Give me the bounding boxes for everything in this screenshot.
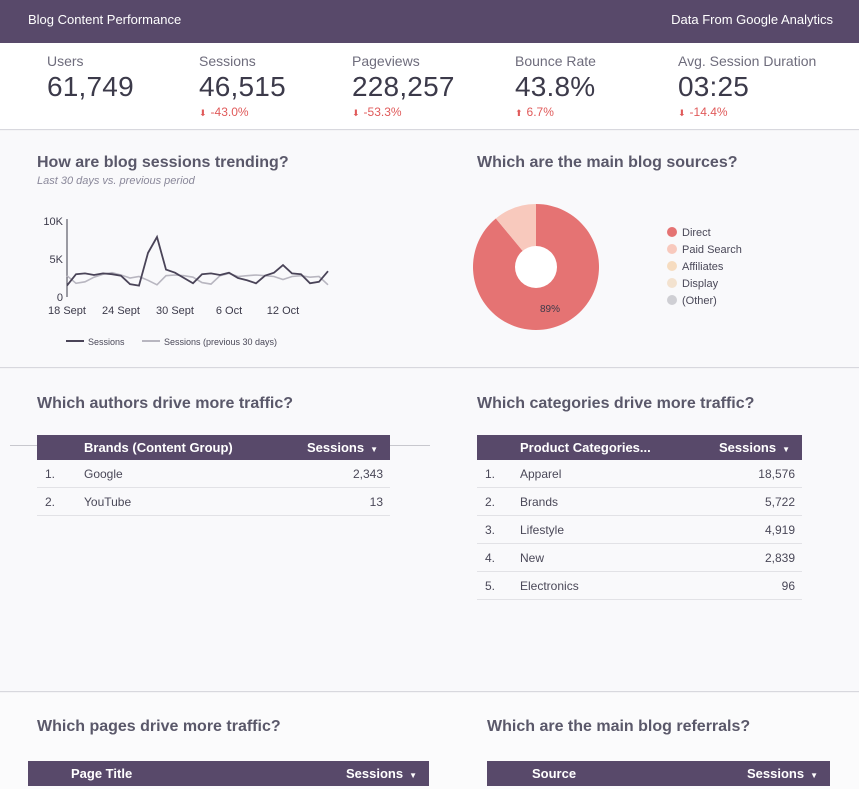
legend-direct: Direct <box>667 227 711 239</box>
x-tick-label: 6 Oct <box>216 305 242 316</box>
table-header: Page Title Sessions ▼ <box>28 761 429 786</box>
report-title: Blog Content Performance <box>28 12 182 27</box>
legend-swatch <box>66 340 84 342</box>
trend-chart-subtitle: Last 30 days vs. previous period <box>37 175 195 187</box>
legend-dot <box>667 227 677 237</box>
referrals-table-title: Which are the main blog referrals? <box>487 718 751 735</box>
legend-dot <box>667 278 677 288</box>
y-tick-label: 10K <box>43 216 63 228</box>
categories-table: Product Categories... Sessions ▼ 1. Appar… <box>477 435 802 600</box>
table-row[interactable]: 1. Apparel 18,576 <box>477 460 802 488</box>
kpi-label: Bounce Rate <box>515 53 596 69</box>
sessions-trend-chart[interactable]: 0 5K 10K 18 Sept 24 Sept 30 Sept 6 Oct 12 Oct <box>30 211 340 316</box>
trend-chart-title: How are blog sessions trending? <box>37 154 289 171</box>
column-header-sessions[interactable]: Sessions ▼ <box>746 766 818 781</box>
table-row[interactable]: 3. Lifestyle 4,919 <box>477 516 802 544</box>
column-header-product-categories[interactable]: Product Categories... <box>520 440 651 455</box>
kpi-pageviews[interactable]: Pageviews 228,257 ⬇ -53.3% <box>352 53 455 119</box>
legend-dot <box>667 261 677 271</box>
table-header: Source Sessions ▼ <box>487 761 830 786</box>
pages-table-title: Which pages drive more traffic? <box>37 718 281 735</box>
legend-affiliates: Affiliates <box>667 261 723 273</box>
kpi-value: 61,749 <box>47 71 134 102</box>
authors-table-title: Which authors drive more traffic? <box>37 395 294 412</box>
table-row[interactable]: 1. Google 2,343 <box>37 460 390 488</box>
sources-donut-chart[interactable]: 89% <box>470 203 602 335</box>
column-header-source[interactable]: Source <box>532 766 577 781</box>
table-row[interactable]: 4. New 2,839 <box>477 544 802 572</box>
kpi-bounce-rate[interactable]: Bounce Rate 43.8% ⬆ 6.7% <box>515 53 596 119</box>
arrow-down-icon: ⬇ <box>352 108 360 118</box>
kpi-label: Sessions <box>199 53 256 69</box>
pages-referrals-section: Which pages drive more traffic? Page Tit… <box>0 693 859 789</box>
legend-swatch <box>142 340 160 342</box>
dashboard-header: Blog Content Performance Data From Googl… <box>0 0 859 43</box>
kpi-delta: ⬇ -53.3% <box>352 105 402 119</box>
table-row[interactable]: 2. YouTube 13 <box>37 488 390 516</box>
legend-display: Display <box>667 278 718 290</box>
legend-paid-search: Paid Search <box>667 244 742 256</box>
y-tick-label: 0 <box>57 292 63 304</box>
categories-table-title: Which categories drive more traffic? <box>477 395 755 412</box>
x-tick-label: 24 Sept <box>102 305 140 316</box>
data-source-label: Data From Google Analytics <box>671 12 833 27</box>
arrow-down-icon: ⬇ <box>199 108 207 118</box>
kpi-delta: ⬇ -43.0% <box>199 105 249 119</box>
kpi-value: 43.8% <box>515 71 596 102</box>
kpi-label: Avg. Session Duration <box>678 53 817 69</box>
kpi-value: 03:25 <box>678 71 750 102</box>
x-tick-label: 12 Oct <box>267 305 299 316</box>
sort-desc-icon: ▼ <box>409 771 417 780</box>
donut-slice-label: 89% <box>540 304 560 315</box>
kpi-label: Users <box>47 53 84 69</box>
authors-table: Brands (Content Group) Sessions ▼ 1. Goog… <box>37 435 390 516</box>
legend-other: (Other) <box>667 295 717 307</box>
sort-desc-icon: ▼ <box>782 445 790 454</box>
x-tick-label: 18 Sept <box>48 305 86 316</box>
kpi-avg-session-duration[interactable]: Avg. Session Duration 03:25 ⬇ -14.4% <box>678 53 816 119</box>
column-header-brands[interactable]: Brands (Content Group) <box>84 440 233 455</box>
legend-dot <box>667 295 677 305</box>
table-row[interactable]: 2. Brands 5,722 <box>477 488 802 516</box>
sort-desc-icon: ▼ <box>810 771 818 780</box>
legend-sessions-previous: Sessions (previous 30 days) <box>142 337 277 347</box>
y-tick-label: 5K <box>50 254 64 266</box>
column-header-sessions[interactable]: Sessions ▼ <box>718 440 790 455</box>
kpi-scorecards: Users 61,749 Sessions 46,515 ⬇ -43.0% Pag… <box>0 43 859 130</box>
arrow-up-icon: ⬆ <box>515 108 523 118</box>
pages-table: Page Title Sessions ▼ <box>28 761 429 786</box>
column-header-sessions[interactable]: Sessions ▼ <box>306 440 378 455</box>
legend-sessions: Sessions <box>66 337 125 347</box>
sessions-series-line <box>66 234 329 287</box>
kpi-value: 228,257 <box>352 71 455 102</box>
traffic-overview-section: How are blog sessions trending? Last 30 … <box>0 131 859 368</box>
sources-chart-title: Which are the main blog sources? <box>477 154 738 171</box>
kpi-users[interactable]: Users 61,749 <box>47 53 134 103</box>
legend-dot <box>667 244 677 254</box>
column-header-sessions[interactable]: Sessions ▼ <box>345 766 417 781</box>
referrals-table: Source Sessions ▼ <box>487 761 830 786</box>
arrow-down-icon: ⬇ <box>678 108 686 118</box>
kpi-label: Pageviews <box>352 53 420 69</box>
table-header: Product Categories... Sessions ▼ <box>477 435 802 460</box>
column-header-page-title[interactable]: Page Title <box>71 766 133 781</box>
kpi-value: 46,515 <box>199 71 286 102</box>
table-header: Brands (Content Group) Sessions ▼ <box>37 435 390 460</box>
kpi-delta: ⬆ 6.7% <box>515 105 554 119</box>
kpi-sessions[interactable]: Sessions 46,515 ⬇ -43.0% <box>199 53 286 119</box>
content-breakdown-section: Which authors drive more traffic? Brands… <box>0 369 859 692</box>
donut-hole <box>515 246 557 288</box>
x-tick-label: 30 Sept <box>156 305 194 316</box>
table-row[interactable]: 5. Electronics 96 <box>477 572 802 600</box>
kpi-delta: ⬇ -14.4% <box>678 105 728 119</box>
sort-desc-icon: ▼ <box>370 445 378 454</box>
